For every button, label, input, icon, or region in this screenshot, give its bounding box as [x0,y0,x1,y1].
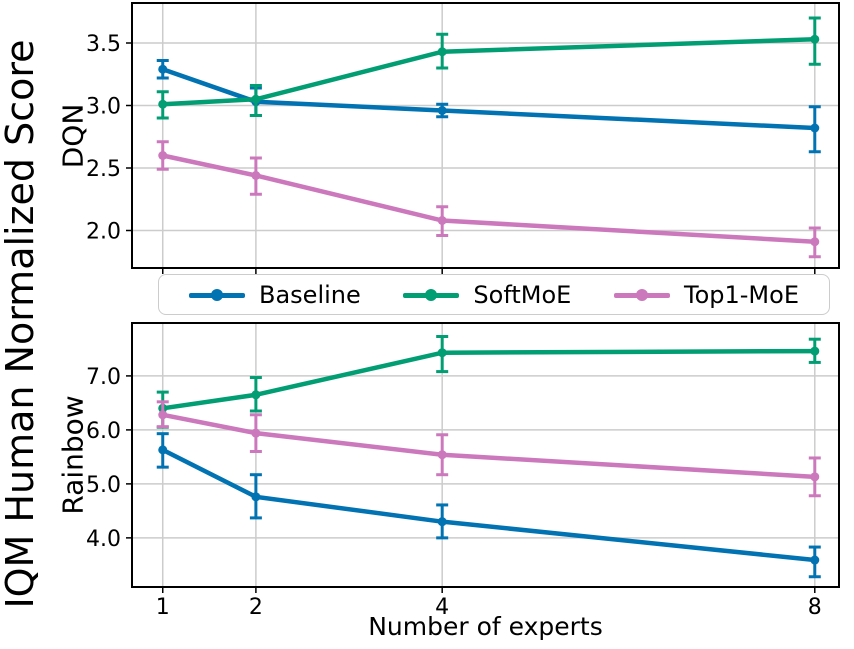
data-point-marker [158,445,168,455]
dqn-plot-border [131,2,840,269]
figure-ylabel: IQM Human Normalized Score [0,39,42,609]
baseline-line-marker-icon [189,288,245,301]
rainbow-series-top1-moe [156,400,821,498]
data-point-marker [810,555,820,565]
y-tick-label: 7.0 [86,365,121,390]
series-line [160,447,818,563]
data-point-marker [437,106,447,115]
series-line [160,348,818,411]
data-point-marker [158,99,168,109]
data-point-marker [158,410,168,420]
data-point-marker [437,517,447,527]
series-line [160,412,818,480]
legend-item-top1moe: Top1-MoE [614,281,799,309]
data-point-marker [251,94,261,104]
x-tick-label: 2 [249,595,263,620]
y-tick-label: 5.0 [86,473,121,498]
y-tick-label: 4.0 [86,527,121,552]
data-point-marker [810,123,820,133]
rainbow-series-softmoe [156,334,821,429]
rainbow-subplot: 4.0 5.0 6.0 7.0 1 2 4 8 [86,322,840,620]
data-point-marker [251,428,261,438]
dqn-subplot: 2.0 2.5 3.0 3.5 [86,2,840,274]
rainbow-ticks: 4.0 5.0 6.0 7.0 1 2 4 8 [86,365,822,620]
dqn-ticks: 2.0 2.5 3.0 3.5 [86,32,816,274]
subplot-ylabel-rainbow: Rainbow [56,395,90,515]
y-tick-label: 2.0 [86,220,121,245]
x-tick-label: 4 [435,595,449,620]
legend-dot-swatch [636,288,648,301]
rainbow-gridlines [132,323,839,587]
series-line [160,67,818,131]
subplot-ylabel-dqn: DQN [56,103,90,169]
data-point-marker [810,34,820,44]
x-tick-label: 1 [156,595,170,620]
softmoe-line-marker-icon [403,288,460,301]
data-point-marker [158,151,168,160]
dqn-series-top1-moe [156,140,821,259]
legend-label-baseline: Baseline [259,280,361,309]
data-point-marker [251,390,261,400]
dqn-series-softmoe [156,16,821,120]
data-point-marker [437,450,447,460]
y-tick-label: 3.0 [86,95,121,120]
data-point-marker [810,237,820,247]
y-tick-label: 3.5 [86,32,121,57]
rainbow-plot-border [131,322,840,588]
x-tick-label: 8 [808,595,822,620]
legend-item-baseline: Baseline [189,281,361,309]
y-tick-label: 2.5 [86,157,121,182]
legend-label-top1moe: Top1-MoE [684,280,799,309]
legend-item-softmoe: SoftMoE [403,281,571,309]
data-point-marker [810,472,820,482]
data-point-marker [437,348,447,358]
rainbow-series-baseline [156,432,821,579]
series-line [160,153,818,244]
data-point-marker [251,492,261,502]
data-point-marker [437,47,447,57]
data-point-marker [251,171,261,180]
data-point-marker [437,216,447,225]
top1moe-line-marker-icon [614,288,670,301]
x-axis-label: Number of experts [368,612,603,641]
legend-dot-swatch [211,288,223,301]
legend-label-softmoe: SoftMoE [473,280,572,309]
data-point-marker [158,64,168,74]
series-line [160,37,818,107]
data-point-marker [810,346,820,356]
y-tick-label: 6.0 [86,419,121,444]
legend: Baseline SoftMoE Top1-MoE [158,274,830,315]
legend-dot-swatch [425,288,438,301]
